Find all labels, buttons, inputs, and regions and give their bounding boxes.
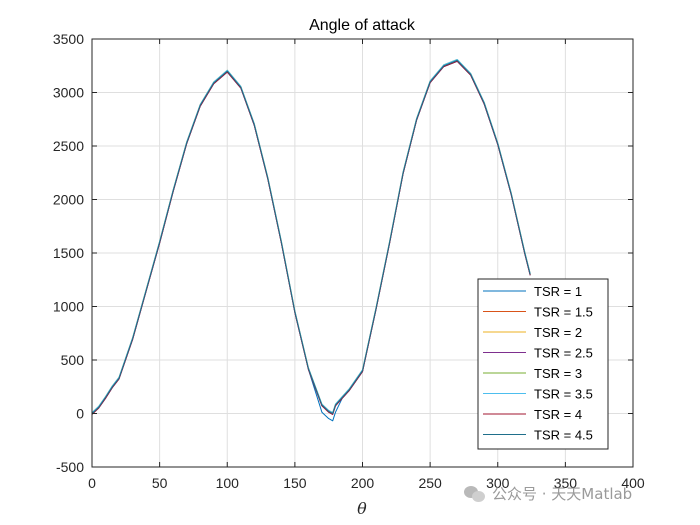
x-tick-label: 100 xyxy=(216,475,240,491)
legend: TSR = 1 TSR = 1.5 TSR = 2 TSR = 2.5 TSR = 3 T… xyxy=(477,278,609,450)
wechat-icon xyxy=(464,485,486,503)
x-tick-label: 50 xyxy=(152,475,168,491)
legend-label: TSR = 1 xyxy=(534,284,582,299)
x-tick-label: 250 xyxy=(418,475,442,491)
tick-marks xyxy=(91,38,634,468)
y-tick-label: 2000 xyxy=(53,192,84,208)
legend-label: TSR = 4 xyxy=(534,407,582,422)
chart-title: Angle of attack xyxy=(309,17,416,34)
y-tick-label: 3500 xyxy=(53,31,84,47)
series-lines xyxy=(91,59,531,422)
y-tick-label: 2500 xyxy=(53,138,84,154)
x-tick-label: 200 xyxy=(351,475,375,491)
legend-label: TSR = 3 xyxy=(534,366,582,381)
y-tick-label: -500 xyxy=(56,459,84,475)
y-tick-label: 500 xyxy=(61,352,85,368)
x-tick-label: 350 xyxy=(554,475,578,491)
series-line xyxy=(91,59,531,414)
legend-label: TSR = 2 xyxy=(534,325,582,340)
legend-label: TSR = 3.5 xyxy=(534,387,593,402)
y-tick-label: 3000 xyxy=(53,85,84,101)
legend-label: TSR = 2.5 xyxy=(534,346,593,361)
watermark-text: 公众号 · 天天Matlab xyxy=(492,485,633,503)
x-tick-label: 150 xyxy=(283,475,307,491)
x-axis-label: θ xyxy=(357,499,367,518)
legend-label: TSR = 1.5 xyxy=(534,305,593,320)
x-tick-label: 300 xyxy=(486,475,510,491)
legend-label: TSR = 4.5 xyxy=(534,428,593,443)
y-tick-label: 1500 xyxy=(53,245,84,261)
tick-labels: 0 50 100 150 200 250 300 350 400-500050010001500… xyxy=(53,31,645,491)
y-tick-label: 0 xyxy=(76,406,84,422)
watermark: 公众号 · 天天Matlab xyxy=(464,483,632,504)
legend-box xyxy=(477,278,609,450)
x-tick-label: 0 xyxy=(88,475,96,491)
y-tick-label: 1000 xyxy=(53,299,84,315)
x-tick-label: 400 xyxy=(621,475,645,491)
